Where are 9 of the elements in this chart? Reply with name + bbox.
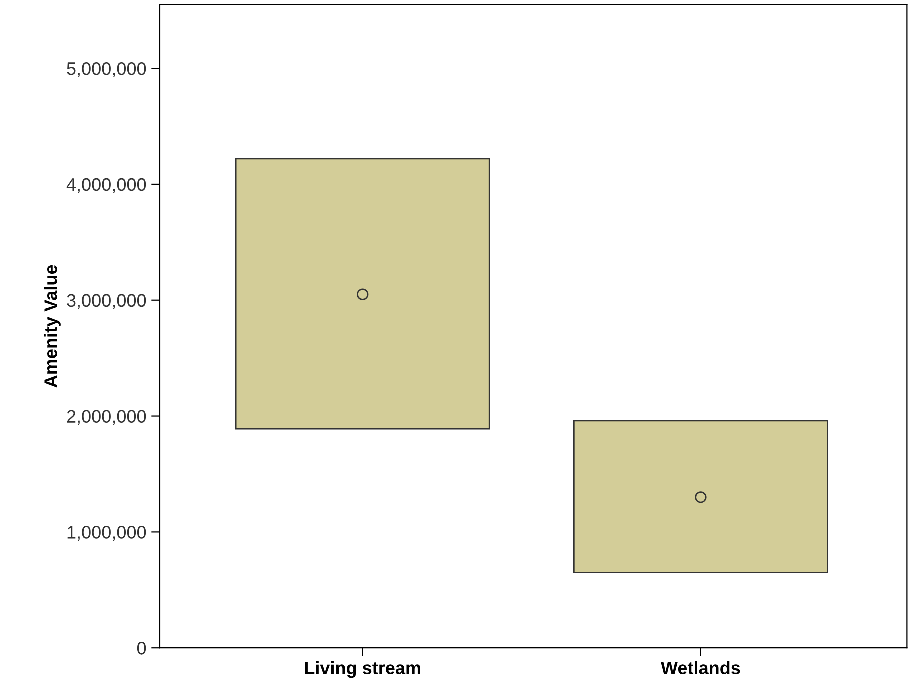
y-tick-label: 3,000,000 [67,294,146,310]
y-axis-title: Amenity Value [44,265,61,388]
y-tick-label: 1,000,000 [68,526,146,542]
x-tick-label: Wetlands [660,661,740,675]
y-tick-label: 2,000,000 [67,410,146,426]
y-tick-label: 0 [137,642,146,655]
x-tick-label: Living stream [305,661,420,678]
y-tick-label: 5,000,000 [67,62,146,78]
y-tick-label: 4,000,000 [66,178,146,194]
